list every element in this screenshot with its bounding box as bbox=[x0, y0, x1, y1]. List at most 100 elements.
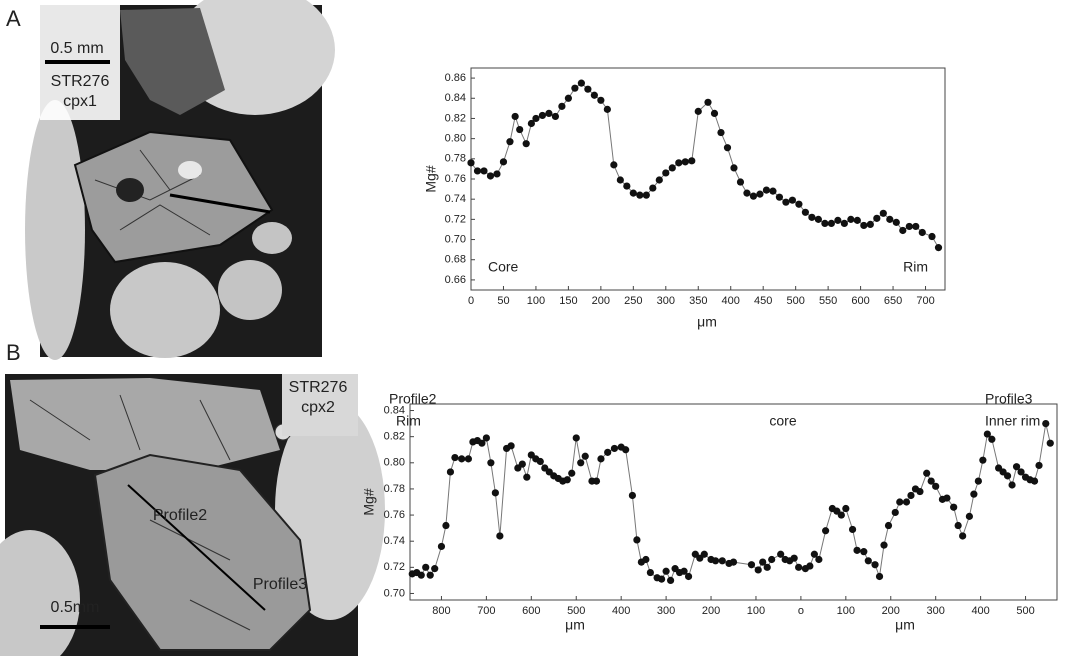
x-tick-label: 350 bbox=[689, 295, 707, 307]
x-tick-label: 450 bbox=[754, 295, 772, 307]
data-point bbox=[782, 198, 790, 206]
data-point bbox=[458, 455, 466, 463]
data-point bbox=[880, 541, 888, 549]
data-point bbox=[431, 565, 439, 573]
data-point bbox=[717, 128, 725, 137]
data-point bbox=[516, 125, 524, 134]
x-tick-label: 700 bbox=[477, 605, 495, 617]
x-tick-label: 700 bbox=[916, 295, 934, 307]
scale-label: 0.5mm bbox=[51, 599, 100, 616]
data-point bbox=[756, 190, 764, 198]
data-point bbox=[723, 144, 732, 152]
data-point bbox=[759, 558, 767, 566]
data-point bbox=[790, 554, 798, 562]
data-point bbox=[545, 109, 553, 118]
x-tick-label: 200 bbox=[882, 605, 900, 617]
data-point bbox=[467, 159, 475, 167]
data-point bbox=[814, 215, 822, 223]
data-point bbox=[426, 571, 434, 579]
crystal-label: cpx1 bbox=[63, 93, 97, 110]
data-point bbox=[837, 511, 845, 519]
data-point bbox=[808, 213, 816, 221]
data-point bbox=[527, 119, 535, 128]
data-point bbox=[629, 189, 637, 197]
x-tick-label: 100 bbox=[837, 605, 855, 617]
y-tick-label: 0.86 bbox=[445, 72, 466, 84]
data-point bbox=[486, 172, 495, 180]
x-tick-label: 300 bbox=[927, 605, 945, 617]
data-point bbox=[918, 228, 926, 237]
data-point bbox=[916, 487, 924, 496]
data-point bbox=[568, 469, 576, 477]
x-tick-label: 400 bbox=[971, 605, 989, 617]
data-point bbox=[694, 107, 702, 115]
data-point bbox=[506, 138, 514, 146]
data-point bbox=[636, 191, 644, 199]
data-point bbox=[842, 504, 850, 513]
data-point bbox=[581, 452, 589, 460]
data-point bbox=[801, 208, 809, 216]
data-point bbox=[775, 193, 784, 201]
y-tick-label: 0.72 bbox=[384, 561, 405, 573]
data-point bbox=[536, 457, 544, 466]
x-tick-label: 100 bbox=[747, 605, 765, 617]
data-point bbox=[743, 189, 751, 197]
data-point bbox=[932, 482, 940, 490]
y-tick-label: 0.78 bbox=[445, 153, 466, 165]
x-tick-label: 300 bbox=[657, 605, 675, 617]
x-axis-label: μm bbox=[565, 617, 585, 633]
data-point bbox=[1046, 439, 1054, 447]
data-point bbox=[604, 448, 612, 456]
data-point bbox=[442, 521, 450, 530]
data-point bbox=[518, 460, 526, 468]
data-point bbox=[873, 214, 881, 222]
data-point bbox=[584, 85, 592, 93]
data-point bbox=[666, 576, 675, 585]
annotation: Core bbox=[488, 259, 519, 275]
data-point bbox=[860, 221, 868, 230]
data-point bbox=[899, 226, 907, 235]
y-tick-label: 0.72 bbox=[445, 213, 466, 225]
data-point bbox=[493, 170, 501, 178]
data-point bbox=[610, 444, 619, 453]
data-point bbox=[853, 546, 861, 554]
data-point bbox=[422, 563, 430, 571]
data-point bbox=[777, 550, 785, 558]
data-point bbox=[571, 84, 579, 92]
data-point bbox=[704, 98, 712, 106]
data-point bbox=[597, 455, 605, 463]
data-point bbox=[934, 244, 943, 252]
data-point bbox=[983, 430, 991, 438]
y-tick-label: 0.80 bbox=[384, 457, 405, 469]
data-point bbox=[795, 200, 803, 208]
data-point bbox=[563, 476, 571, 484]
data-point bbox=[912, 222, 920, 231]
x-tick-label: 400 bbox=[722, 295, 740, 307]
data-point bbox=[499, 158, 508, 166]
data-point bbox=[610, 161, 618, 169]
panel-label: A bbox=[6, 6, 21, 31]
data-point bbox=[965, 512, 973, 520]
annotation: Inner rim bbox=[985, 413, 1040, 429]
data-point bbox=[902, 498, 911, 506]
data-point bbox=[464, 455, 473, 463]
profile-label: Profile2 bbox=[153, 507, 207, 524]
y-tick-label: 0.74 bbox=[445, 193, 466, 205]
data-point bbox=[747, 561, 756, 569]
data-point bbox=[684, 572, 693, 581]
data-point bbox=[907, 491, 915, 500]
y-tick-label: 0.76 bbox=[384, 509, 405, 521]
x-tick-label: 600 bbox=[851, 295, 869, 307]
data-point bbox=[762, 186, 771, 194]
y-tick-label: 0.74 bbox=[384, 535, 405, 547]
x-tick-label: 200 bbox=[702, 605, 720, 617]
data-point bbox=[711, 557, 720, 565]
data-point bbox=[473, 167, 482, 175]
data-point bbox=[864, 557, 872, 565]
data-point bbox=[616, 176, 624, 184]
x-tick-label: 50 bbox=[497, 295, 509, 307]
data-point bbox=[788, 196, 797, 204]
x-tick-label: 500 bbox=[567, 605, 585, 617]
